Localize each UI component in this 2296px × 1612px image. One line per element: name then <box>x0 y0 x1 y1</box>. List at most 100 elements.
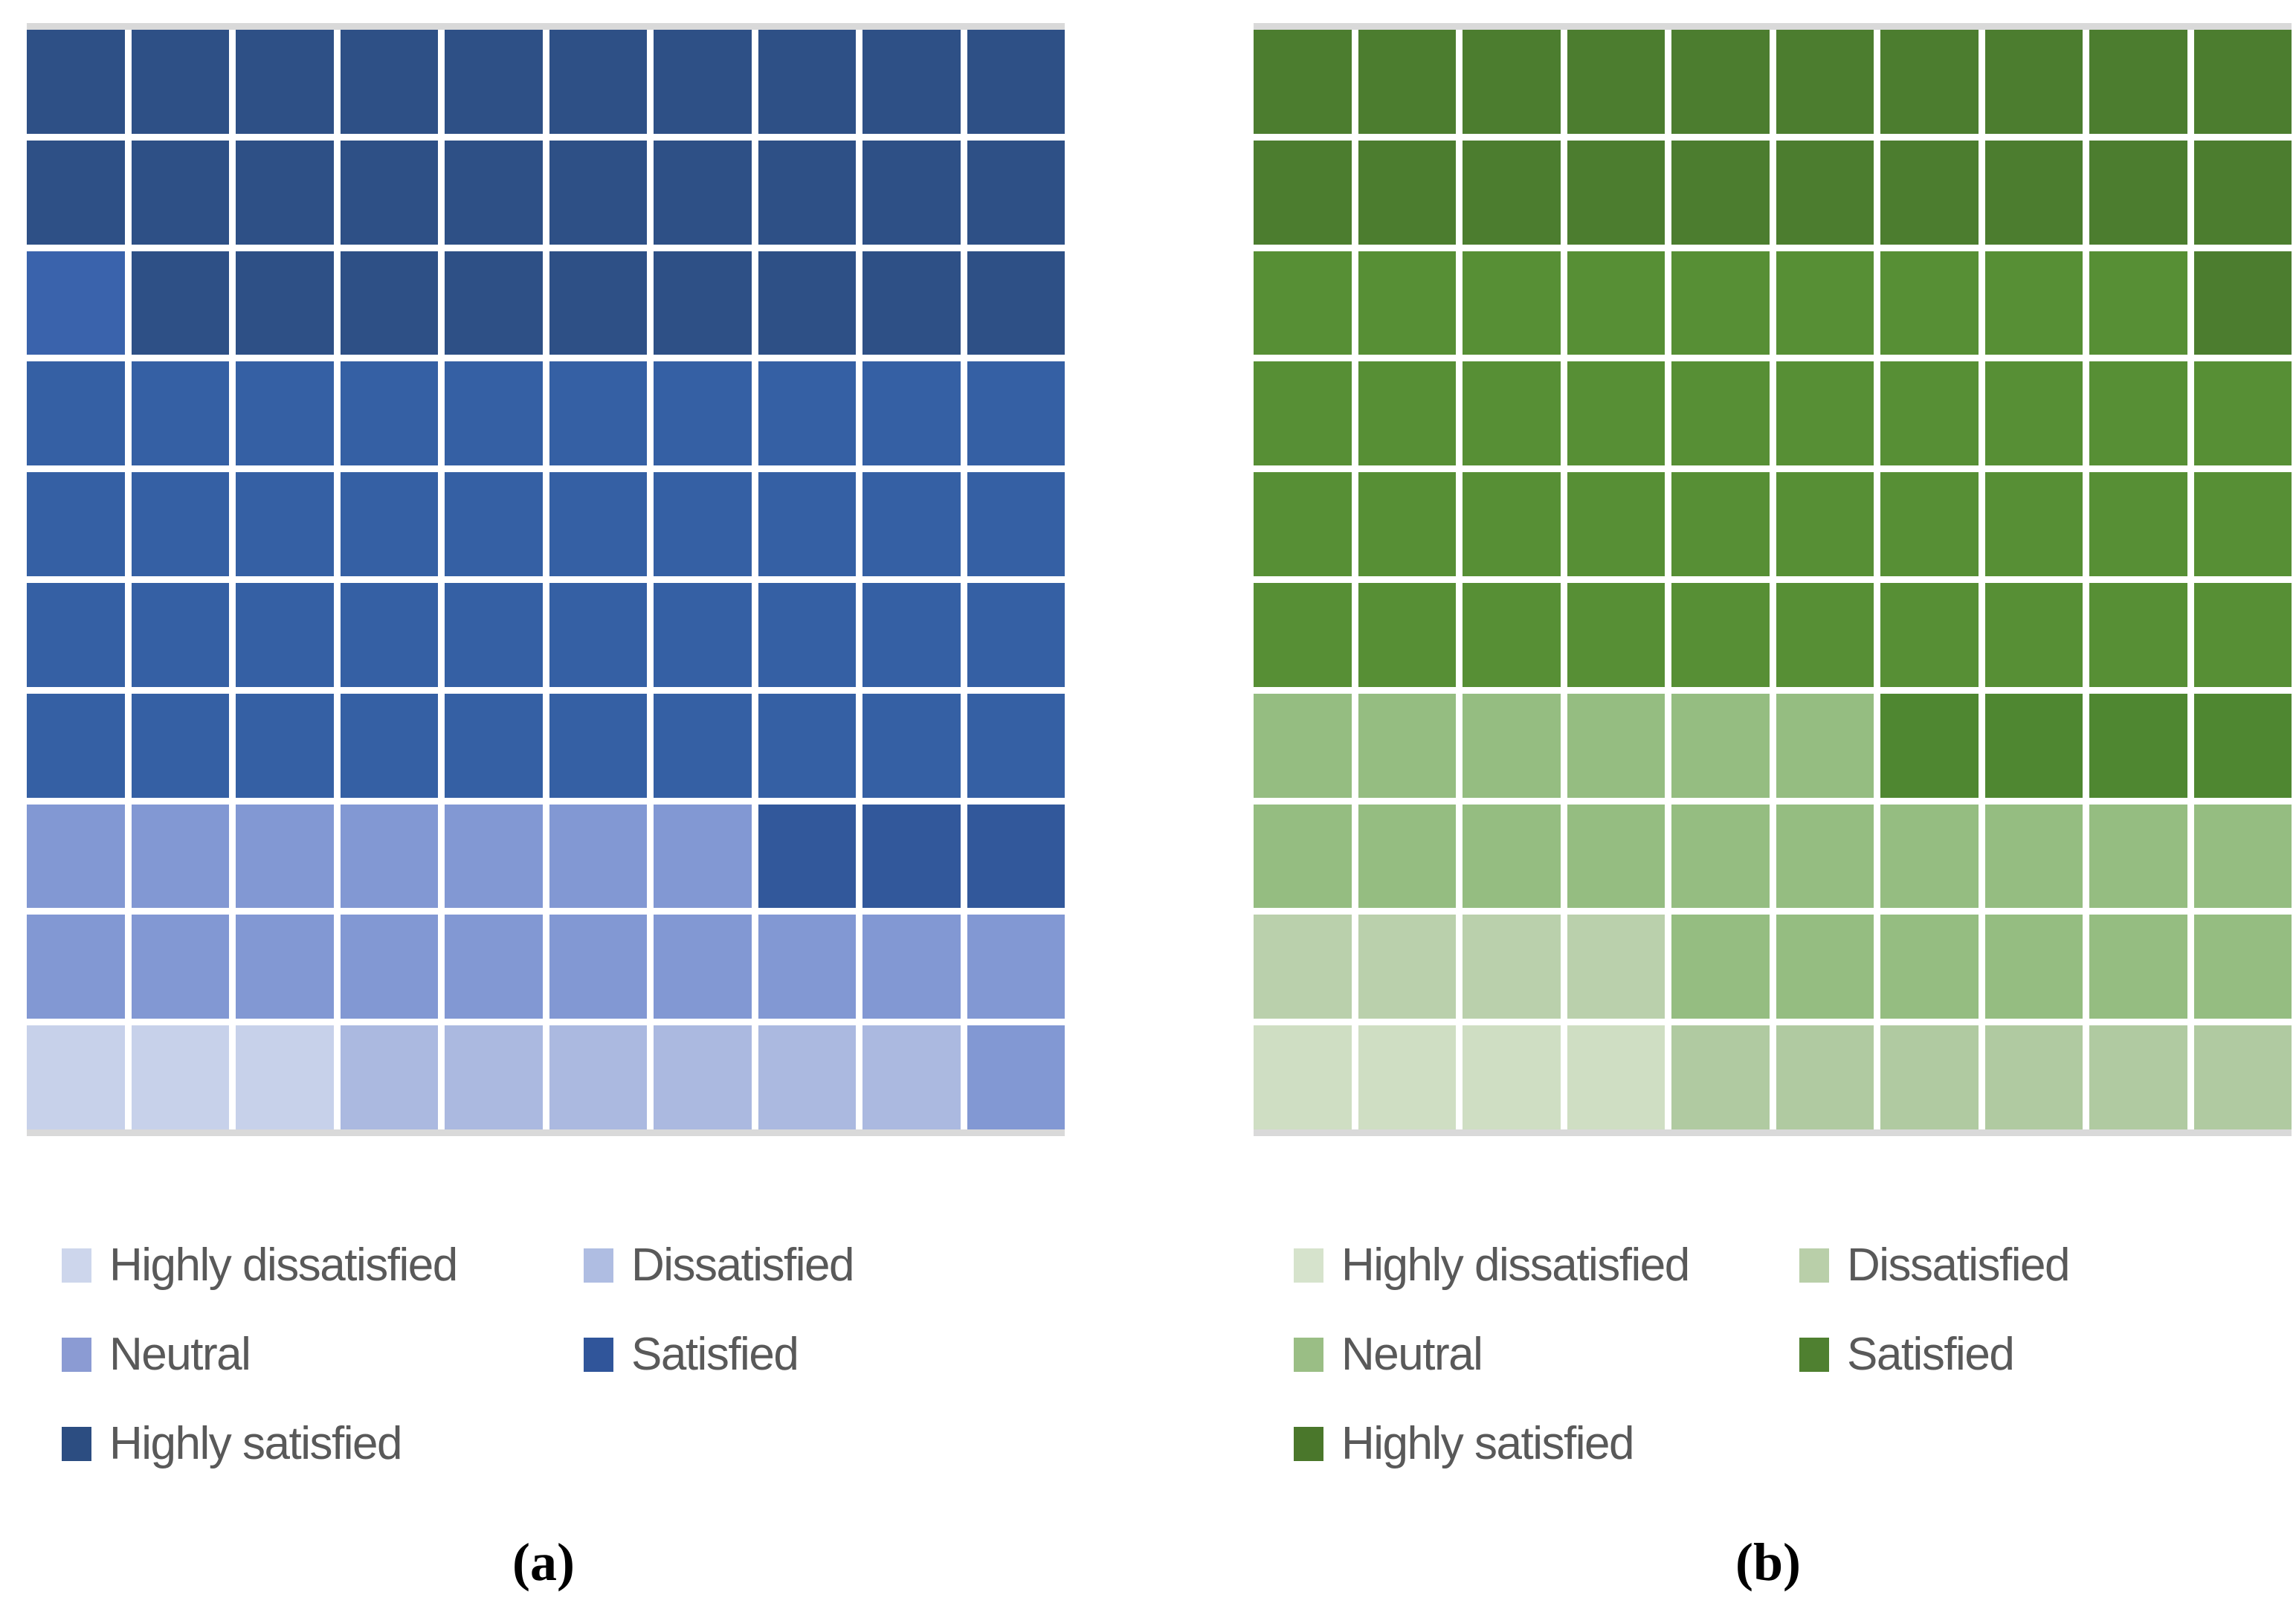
waffle-cell <box>549 472 647 576</box>
waffle-cell <box>340 693 438 798</box>
legend-swatch-icon <box>1294 1338 1323 1372</box>
legend-item: Highly satisfied <box>62 1421 402 1467</box>
waffle-cell <box>654 251 752 355</box>
waffle-cell <box>2089 472 2187 576</box>
waffle-cell <box>1254 1025 1352 1129</box>
waffle-cell <box>1671 361 1770 466</box>
waffle-cell <box>549 140 647 245</box>
waffle-cell <box>862 804 961 909</box>
waffle-cell <box>1984 693 2083 798</box>
waffle-cell <box>131 472 229 576</box>
figure-caption-b: (b) <box>1735 1532 1801 1592</box>
waffle-cell <box>862 251 961 355</box>
waffle-cell <box>1567 583 1665 687</box>
waffle-cell <box>1776 693 1874 798</box>
waffle-cell <box>1984 583 2083 687</box>
waffle-cell <box>445 251 543 355</box>
waffle-cell <box>131 804 229 909</box>
waffle-cell <box>549 693 647 798</box>
waffle-cell <box>758 140 856 245</box>
waffle-cell <box>445 583 543 687</box>
waffle-cell <box>340 583 438 687</box>
waffle-cell <box>445 1025 543 1129</box>
waffle-cell <box>862 583 961 687</box>
waffle-cell <box>1671 472 1770 576</box>
legend-label: Neutral <box>1341 1329 1483 1380</box>
waffle-cell <box>1463 804 1561 909</box>
waffle-cell <box>27 251 125 355</box>
waffle-cell <box>340 251 438 355</box>
waffle-cell <box>654 583 752 687</box>
waffle-cell <box>1880 140 1979 245</box>
legend-label: Highly satisfied <box>1341 1418 1634 1469</box>
waffle-cell <box>1671 30 1770 134</box>
waffle-cell <box>654 472 752 576</box>
waffle-cell <box>654 693 752 798</box>
waffle-cell <box>340 804 438 909</box>
waffle-cell <box>1880 361 1979 466</box>
waffle-chart-a <box>27 23 1065 1136</box>
waffle-cell <box>1254 583 1352 687</box>
waffle-cell <box>2193 915 2292 1019</box>
waffle-cell <box>27 472 125 576</box>
waffle-cell <box>1880 30 1979 134</box>
waffle-cell <box>1984 1025 2083 1129</box>
waffle-cell <box>549 583 647 687</box>
waffle-cell <box>549 30 647 134</box>
waffle-cell <box>340 472 438 576</box>
waffle-cell <box>2193 361 2292 466</box>
waffle-cell <box>131 1025 229 1129</box>
waffle-cell <box>967 583 1065 687</box>
waffle-cell <box>27 140 125 245</box>
waffle-cell <box>654 915 752 1019</box>
waffle-cell <box>862 140 961 245</box>
waffle-cell <box>862 693 961 798</box>
waffle-cell <box>1358 361 1456 466</box>
legend-swatch-icon <box>62 1427 91 1461</box>
legend-swatch-icon <box>584 1248 613 1283</box>
waffle-cell <box>1984 804 2083 909</box>
waffle-cell <box>1776 251 1874 355</box>
waffle-cell <box>445 140 543 245</box>
waffle-cell <box>1358 140 1456 245</box>
legend-label: Neutral <box>109 1329 251 1380</box>
waffle-cell <box>1567 30 1665 134</box>
waffle-cell <box>758 361 856 466</box>
waffle-cell <box>862 30 961 134</box>
waffle-cell <box>1776 140 1874 245</box>
waffle-grid-b <box>1254 30 2292 1129</box>
waffle-cell <box>1880 583 1979 687</box>
waffle-cell <box>549 251 647 355</box>
waffle-cell <box>1776 915 1874 1019</box>
chart-b-top-border <box>1254 23 2292 30</box>
waffle-cell <box>131 915 229 1019</box>
waffle-cell <box>236 693 334 798</box>
legend-item: Highly dissatisfied <box>62 1242 458 1289</box>
waffle-cell <box>445 30 543 134</box>
waffle-cell <box>1984 472 2083 576</box>
waffle-cell <box>1358 693 1456 798</box>
waffle-cell <box>1776 361 1874 466</box>
waffle-cell <box>1880 693 1979 798</box>
waffle-cell <box>1671 915 1770 1019</box>
chart-a-bottom-border <box>27 1129 1065 1136</box>
legend-label: Satisfied <box>1847 1329 2015 1380</box>
waffle-cell <box>1984 361 2083 466</box>
waffle-cell <box>1358 804 1456 909</box>
waffle-cell <box>1671 693 1770 798</box>
waffle-cell <box>1254 140 1352 245</box>
waffle-cell <box>2089 251 2187 355</box>
waffle-cell <box>131 251 229 355</box>
waffle-cell <box>1776 472 1874 576</box>
waffle-cell <box>340 361 438 466</box>
legend-swatch-icon <box>1294 1248 1323 1283</box>
waffle-cell <box>236 583 334 687</box>
waffle-cell <box>549 804 647 909</box>
waffle-cell <box>2089 693 2187 798</box>
waffle-cell <box>340 140 438 245</box>
waffle-cell <box>1463 1025 1561 1129</box>
waffle-cell <box>1776 804 1874 909</box>
waffle-cell <box>445 472 543 576</box>
waffle-cell <box>758 251 856 355</box>
waffle-cell <box>2089 583 2187 687</box>
